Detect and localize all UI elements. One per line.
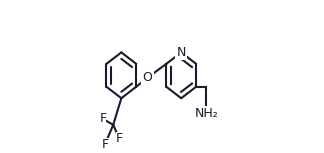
Text: NH₂: NH₂ xyxy=(195,107,218,120)
Text: O: O xyxy=(142,71,152,84)
Text: N: N xyxy=(177,46,186,59)
Text: F: F xyxy=(99,112,106,125)
Text: F: F xyxy=(116,132,123,145)
Text: F: F xyxy=(101,138,109,151)
